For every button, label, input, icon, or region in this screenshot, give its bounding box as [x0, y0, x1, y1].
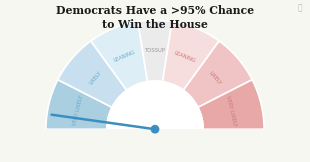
Text: VERY LIKELY: VERY LIKELY [73, 95, 85, 127]
Wedge shape [46, 80, 112, 129]
Wedge shape [91, 22, 148, 90]
Text: LEANING: LEANING [174, 50, 197, 63]
Wedge shape [162, 22, 219, 90]
Wedge shape [198, 80, 264, 129]
Text: Democrats Have a >95% Chance: Democrats Have a >95% Chance [56, 5, 254, 16]
Circle shape [151, 126, 159, 133]
Wedge shape [183, 41, 252, 107]
Text: LEANING: LEANING [113, 50, 136, 63]
Text: Ⓣ: Ⓣ [297, 3, 302, 12]
Text: TOSSUP: TOSSUP [144, 48, 166, 53]
Text: VERY LIKELY: VERY LIKELY [225, 95, 237, 127]
Text: LIKELY: LIKELY [88, 70, 102, 86]
Wedge shape [58, 41, 127, 107]
Circle shape [107, 81, 203, 162]
Wedge shape [138, 20, 172, 82]
Text: to Win the House: to Win the House [102, 19, 208, 30]
Bar [0, 129, 310, 162]
Text: LIKELY: LIKELY [208, 70, 222, 86]
